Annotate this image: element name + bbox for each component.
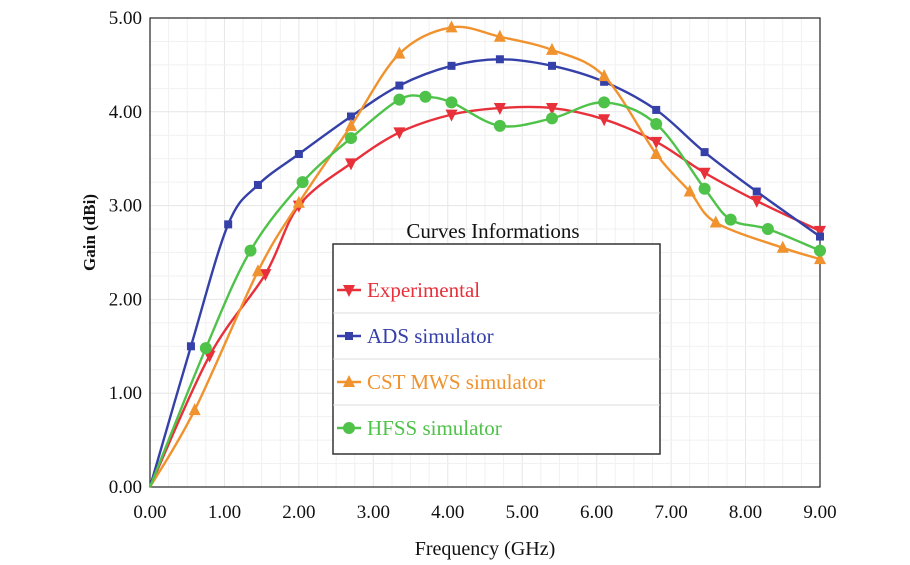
data-point	[393, 46, 406, 59]
data-point	[546, 103, 558, 116]
series-line	[148, 58, 821, 488]
x-tick-label: 4.00	[431, 502, 464, 523]
data-point	[495, 55, 504, 64]
data-point	[345, 132, 357, 145]
data-point	[650, 147, 663, 160]
y-tick-label: 4.00	[109, 102, 142, 123]
legend-entry: HFSS simulator	[337, 416, 502, 440]
data-point	[598, 114, 611, 127]
data-point	[345, 332, 353, 340]
x-tick-label: 2.00	[282, 502, 315, 523]
data-point	[345, 118, 357, 131]
axes-labels: 0.00 1.00 2.00 3.00 4.00 5.00 6.00 7.00 8.00 9.00…	[109, 8, 837, 523]
data-point	[493, 119, 506, 132]
y-tick-label: 1.00	[109, 383, 142, 404]
series-hfss-simulator	[148, 90, 826, 488]
series-ads-simulator	[148, 55, 824, 488]
data-point	[493, 103, 506, 116]
data-point	[292, 195, 305, 208]
data-point	[445, 96, 458, 109]
data-point	[419, 90, 432, 103]
legend-label: ADS simulator	[367, 324, 494, 348]
data-point	[700, 148, 709, 157]
data-point	[652, 105, 661, 114]
data-point	[251, 264, 264, 277]
data-point	[259, 269, 272, 282]
data-point	[445, 109, 458, 122]
data-point	[188, 403, 201, 416]
series-cst-mws-simulator	[148, 20, 826, 488]
data-point	[343, 375, 355, 387]
x-tick-label: 0.00	[133, 502, 166, 523]
data-point	[347, 112, 355, 121]
data-point	[343, 285, 355, 297]
legend-label: HFSS simulator	[367, 416, 502, 440]
data-point	[546, 112, 558, 125]
legend-box	[332, 243, 661, 455]
y-tick-label: 0.00	[109, 477, 142, 498]
data-point	[343, 422, 355, 434]
data-point	[600, 77, 609, 86]
data-point	[296, 176, 309, 189]
data-point	[345, 158, 357, 171]
data-point	[709, 215, 722, 228]
y-tick-label: 3.00	[109, 196, 142, 217]
data-point	[546, 42, 558, 55]
data-point	[395, 81, 404, 90]
data-point	[244, 244, 257, 257]
x-tick-label: 5.00	[506, 502, 539, 523]
data-point	[776, 240, 789, 253]
x-tick-label: 6.00	[580, 502, 613, 523]
y-tick-label: 5.00	[109, 8, 142, 29]
x-tick-label: 8.00	[729, 502, 762, 523]
data-point	[650, 136, 663, 149]
legend-entry: Experimental	[337, 278, 480, 302]
data-point	[224, 220, 233, 229]
data-point	[253, 180, 262, 189]
legend-title: Curves Informations	[406, 219, 579, 243]
data-point	[814, 252, 826, 265]
data-point	[752, 187, 761, 196]
data-point	[698, 182, 711, 195]
data-point	[393, 93, 406, 106]
x-tick-label: 1.00	[208, 502, 241, 523]
series-layer	[148, 20, 826, 488]
x-tick-label: 3.00	[357, 502, 390, 523]
data-point	[548, 61, 556, 70]
legend-entry: CST MWS simulator	[337, 370, 545, 394]
data-point	[750, 195, 763, 208]
y-axis-title: Gain (dBi)	[80, 194, 99, 271]
data-point	[294, 150, 303, 159]
x-tick-label: 7.00	[654, 502, 687, 523]
data-point	[598, 69, 611, 82]
x-tick-label: 9.00	[803, 502, 836, 523]
data-point	[761, 223, 774, 236]
legend-rows: Experimental ADS simulator CST MWS simulat…	[333, 278, 660, 440]
data-point	[698, 167, 711, 180]
legend-label: CST MWS simulator	[367, 370, 545, 394]
data-point	[598, 96, 611, 109]
data-point	[445, 20, 458, 33]
data-point	[650, 117, 663, 130]
data-point	[199, 342, 212, 355]
data-point	[493, 29, 506, 42]
data-point	[683, 184, 696, 197]
data-point	[724, 213, 737, 226]
legend: Curves Informations Experimental ADS simu…	[332, 219, 661, 455]
data-point	[816, 232, 824, 241]
data-point	[814, 225, 826, 238]
x-axis-title: Frequency (GHz)	[415, 538, 556, 560]
data-point	[447, 61, 456, 70]
legend-label: Experimental	[367, 278, 480, 302]
data-point	[186, 342, 195, 351]
data-point	[393, 127, 406, 140]
legend-entry: ADS simulator	[337, 324, 494, 348]
data-point	[814, 244, 826, 257]
y-tick-label: 2.00	[109, 289, 142, 310]
